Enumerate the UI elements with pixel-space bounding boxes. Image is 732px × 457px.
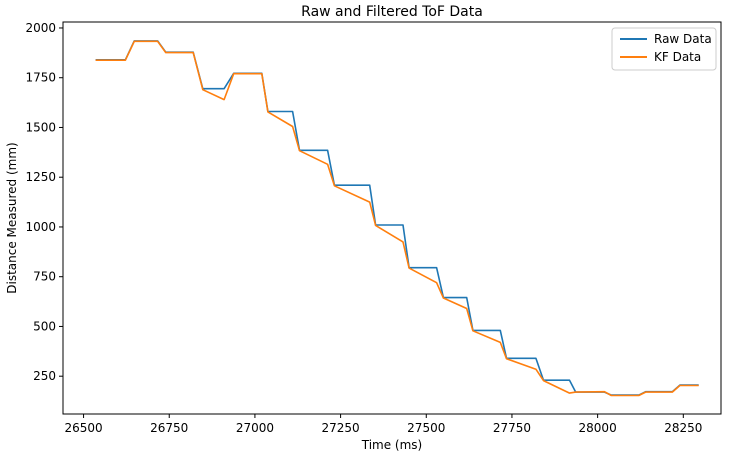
y-tick-label: 1500 (25, 120, 56, 134)
y-axis: 250 500 750 1000 1250 1500 1750 2000 (25, 21, 63, 383)
x-tick-label: 28250 (664, 421, 702, 435)
legend-label-raw-data: Raw Data (654, 32, 712, 46)
y-tick-label: 500 (33, 319, 56, 333)
series-layer (95, 40, 699, 397)
x-tick-label: 27250 (322, 421, 360, 435)
legend: Raw Data KF Data (611, 27, 717, 71)
chart-title: Raw and Filtered ToF Data (301, 4, 483, 20)
y-tick-label: 750 (33, 270, 56, 284)
x-tick-label: 27000 (236, 421, 274, 435)
series-line-kf-data (95, 40, 699, 397)
y-tick-label: 1750 (25, 71, 56, 85)
x-tick-label: 28000 (579, 421, 617, 435)
y-tick-label: 250 (33, 369, 56, 383)
x-tick-label: 26750 (150, 421, 188, 435)
y-tick-label: 1000 (25, 220, 56, 234)
y-tick-label: 1250 (25, 170, 56, 184)
plot-frame (62, 21, 722, 415)
x-tick-label: 26500 (64, 421, 102, 435)
x-tick-label: 27750 (493, 421, 531, 435)
series-line-raw-data (95, 40, 699, 396)
x-axis: 26500 26750 27000 27250 27500 27750 28000 28250 (64, 414, 702, 435)
y-axis-label: Distance Measured (mm) (5, 142, 19, 293)
legend-label-kf-data: KF Data (654, 50, 701, 64)
x-tick-label: 27500 (407, 421, 445, 435)
x-axis-label: Time (ms) (361, 438, 423, 452)
y-tick-label: 2000 (25, 21, 56, 35)
